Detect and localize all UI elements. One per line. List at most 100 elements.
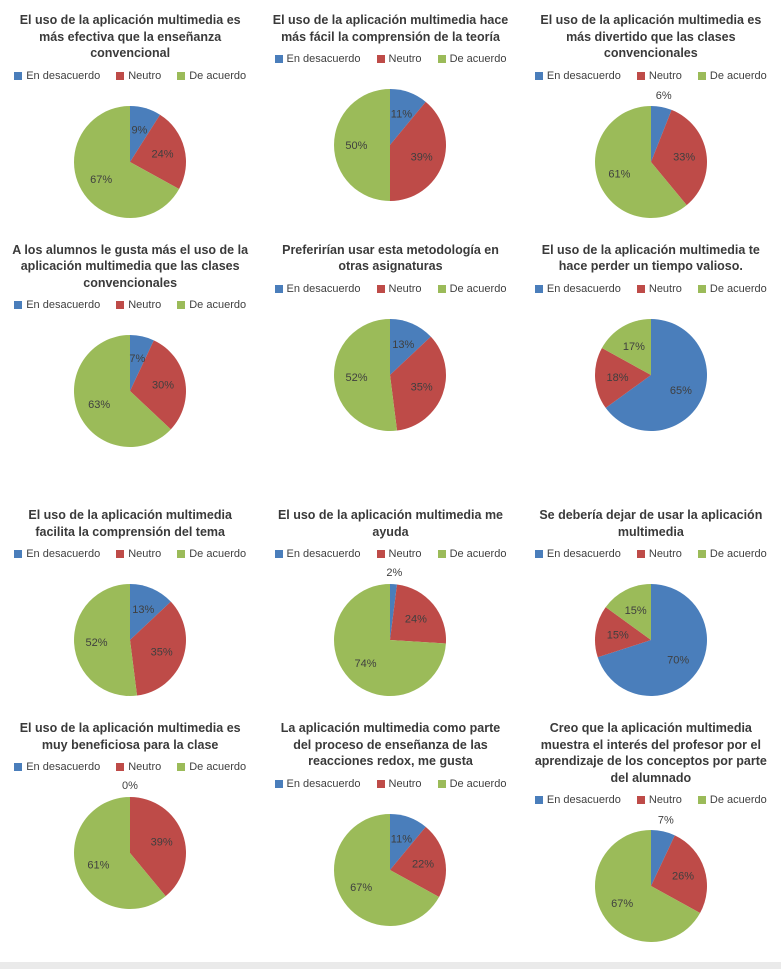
pie-slice-neutro [130,114,187,189]
legend-swatch-icon [274,550,283,558]
chart-title: A los alumnos le gusta más el uso de la … [12,242,249,290]
pie-slice-neutro [594,347,651,408]
pie-chart: 7% 26% 67% [594,814,707,942]
legend-label: En desacuerdo [546,69,621,82]
legend-swatch-icon [177,301,186,309]
legend-swatch-icon [437,284,446,293]
legend-item: Neutro [116,299,161,311]
chart-legend: En desacuerdo Neutro De acuerdo [6,548,254,560]
pie-slice-de-acuerdo [334,89,391,201]
chart-legend: En desacuerdo Neutro De acuerdo [266,778,514,790]
pie-chart: 11% 22% 67% [334,813,447,926]
chart-title: La aplicación multimedia como parte del … [280,721,501,768]
legend-swatch-icon [636,796,645,804]
legend-label: En desacuerdo [286,777,361,790]
chart-title: El uso de la aplicación multimedia facil… [28,508,232,539]
chart-title: El uso de la aplicación multimedia hace … [272,13,509,44]
pie-slice-de-acuerdo [334,318,398,431]
legend-item: De acuerdo [697,70,767,82]
pie-data-label: 22% [412,858,434,870]
legend-swatch-icon [437,55,446,63]
pie-data-label: 65% [670,385,692,397]
pie-chart: 13% 35% 52% [334,318,447,431]
pie-data-label: 11% [391,108,412,120]
chart-cell: El uso de la aplicación multimedia es má… [0,6,260,236]
chart-title: Creo que la aplicación multimedia muestr… [534,721,767,785]
legend-item: Neutro [636,283,682,295]
legend-item: En desacuerdo [274,777,361,790]
pie-slice-de-acuerdo [74,105,180,218]
pie-data-label: 74% [355,658,377,670]
legend-swatch-icon [116,763,125,771]
pie-slice-en-desacuerdo [130,105,161,162]
legend-swatch-icon [697,550,706,558]
legend-swatch-icon [437,779,446,788]
legend-label: Neutro [128,761,162,773]
chart-cell: Preferirían usar esta metodología en otr… [260,236,520,502]
legend-label: De acuerdo [189,548,247,560]
chart-title: El uso de la aplicación multimedia es má… [540,13,762,60]
pie-data-label: 50% [346,140,368,152]
pie-slice-neutro [594,607,651,658]
legend-label: Neutro [388,777,422,790]
legend-swatch-icon [534,284,543,293]
pie-slice-en-desacuerdo [130,335,154,391]
legend-item: Neutro [376,548,422,560]
pie-data-label: 24% [152,148,174,160]
chart-cell: El uso de la aplicación multimedia facil… [0,501,260,714]
legend-label: Neutro [388,548,422,560]
legend-item: De acuerdo [437,53,507,65]
legend-label: De acuerdo [449,53,507,65]
pie-slice-de-acuerdo [334,813,440,926]
chart-legend: En desacuerdo Neutro De acuerdo [527,70,775,82]
legend-swatch-icon [274,779,283,788]
pie-slice-neutro [130,340,187,430]
legend-label: Neutro [128,299,162,311]
pie-slice-neutro [650,835,707,913]
legend-item: En desacuerdo [534,69,621,82]
chart-legend: En desacuerdo Neutro De acuerdo [266,548,514,560]
pie-slice-en-desacuerdo [390,813,427,870]
legend-swatch-icon [14,71,23,80]
pie-data-label: 52% [346,371,368,383]
chart-title: Se debería dejar de usar la aplicación m… [539,508,763,539]
chart-legend: En desacuerdo Neutro De acuerdo [527,548,775,560]
legend-swatch-icon [697,284,706,293]
legend-swatch-icon [116,71,125,80]
pie-data-label: 35% [151,646,173,658]
pie-chart: 11% 39% 50% [334,89,447,201]
pie-data-label: 39% [411,151,433,163]
bottom-edge-strip [0,962,781,969]
legend-item: De acuerdo [437,778,506,790]
pie-data-label: 6% [656,90,672,102]
pie-slice-de-acuerdo [605,584,651,640]
legend-swatch-icon [14,550,23,558]
pie-data-label: 63% [88,399,110,411]
legend-label: En desacuerdo [286,548,361,560]
legend-swatch-icon [636,550,645,558]
legend-item: En desacuerdo [274,53,361,65]
legend-item: Neutro [376,53,422,65]
pie-slice-de-acuerdo [74,584,138,696]
pie-chart: 6% 33% 61% [594,90,707,218]
pie-data-label: 0% [122,780,138,792]
chart-title: El uso de la aplicación multimedia es má… [19,13,241,60]
legend-swatch-icon [636,284,645,293]
legend-swatch-icon [437,550,446,558]
pie-slice-de-acuerdo [601,318,651,375]
pie-data-label: 61% [88,859,110,871]
pie-slice-de-acuerdo [334,584,447,696]
pie-data-label: 67% [90,173,112,185]
legend-swatch-icon [534,550,543,558]
chart-legend: En desacuerdo Neutro De acuerdo [266,53,514,65]
pie-data-label: 26% [672,870,694,882]
pie-data-label: 30% [152,380,174,392]
pie-data-label: 39% [151,836,173,848]
pie-slice-neutro [390,826,447,897]
legend-item: Neutro [636,794,682,806]
chart-title: Preferirían usar esta metodología en otr… [282,242,499,274]
legend-item: En desacuerdo [534,794,621,806]
legend-swatch-icon [697,796,706,804]
legend-swatch-icon [177,550,186,558]
legend-label: En desacuerdo [286,282,361,295]
